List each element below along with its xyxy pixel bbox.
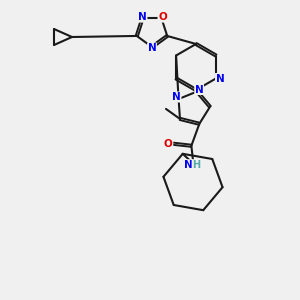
Text: N: N — [172, 92, 181, 102]
Text: O: O — [158, 12, 167, 22]
Text: N: N — [195, 85, 203, 94]
Text: H: H — [192, 160, 200, 170]
Text: N: N — [138, 12, 147, 22]
Text: N: N — [184, 160, 193, 170]
Text: O: O — [164, 139, 173, 149]
Text: N: N — [148, 43, 156, 53]
Text: N: N — [215, 74, 224, 83]
